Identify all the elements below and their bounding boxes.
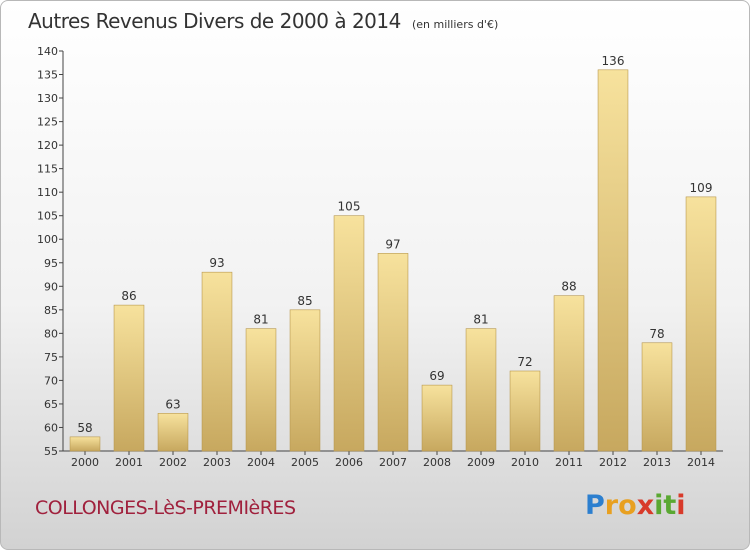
x-tick-label: 2008	[423, 456, 451, 469]
logo-letter: r	[604, 490, 619, 521]
x-tick-label: 2003	[203, 456, 231, 469]
x-tick-label: 2000	[71, 456, 99, 469]
proxiti-logo: Proxiti	[585, 490, 686, 521]
x-tick-label: 2007	[379, 456, 407, 469]
y-tick-label: 130	[37, 92, 58, 105]
bar-value-label: 69	[429, 369, 444, 383]
y-tick-label: 115	[37, 163, 58, 176]
x-tick-label: 2014	[687, 456, 715, 469]
x-tick-label: 2005	[291, 456, 319, 469]
bar-value-label: 88	[561, 280, 576, 294]
y-tick-label: 95	[44, 257, 58, 270]
bar	[509, 370, 541, 452]
bar-value-label: 97	[385, 237, 400, 251]
bar-value-label: 81	[253, 313, 268, 327]
bar	[421, 384, 453, 452]
y-tick-label: 110	[37, 186, 58, 199]
bar	[377, 253, 409, 452]
bar-value-label: 105	[338, 200, 361, 214]
x-tick-label: 2002	[159, 456, 187, 469]
x-tick-label: 2004	[247, 456, 275, 469]
y-tick-label: 70	[44, 374, 58, 387]
x-tick-label: 2009	[467, 456, 495, 469]
y-tick-label: 60	[44, 421, 58, 434]
bar-value-label: 81	[473, 313, 488, 327]
x-tick-label: 2013	[643, 456, 671, 469]
y-tick-label: 120	[37, 139, 58, 152]
x-tick-label: 2012	[599, 456, 627, 469]
logo-letter: i	[676, 490, 686, 521]
bar	[465, 328, 497, 452]
x-tick-label: 2010	[511, 456, 539, 469]
bar	[69, 436, 101, 452]
y-tick-label: 140	[37, 45, 58, 58]
y-tick-label: 85	[44, 304, 58, 317]
bar	[597, 69, 629, 452]
bar	[245, 328, 277, 452]
logo-letter: x	[636, 490, 655, 521]
bar	[113, 304, 145, 452]
x-tick-label: 2006	[335, 456, 363, 469]
y-tick-label: 105	[37, 210, 58, 223]
bar	[685, 196, 717, 452]
y-tick-label: 80	[44, 327, 58, 340]
y-tick-label: 90	[44, 280, 58, 293]
bar-value-label: 136	[602, 54, 625, 68]
bar-value-label: 86	[121, 289, 136, 303]
x-tick-label: 2011	[555, 456, 583, 469]
bar	[553, 295, 585, 452]
y-tick-label: 55	[44, 445, 58, 458]
logo-letter: i	[654, 490, 664, 521]
y-tick-label: 135	[37, 69, 58, 82]
bar-value-label: 109	[690, 181, 713, 195]
chart-subtitle: (en milliers d'€)	[411, 18, 499, 31]
commune-name: COLLONGES-LèS-PREMIèRES	[35, 497, 296, 519]
bar	[641, 342, 673, 452]
bar-value-label: 85	[297, 294, 312, 308]
logo-letter: o	[618, 490, 637, 521]
y-tick-label: 100	[37, 233, 58, 246]
logo-letter: P	[585, 490, 605, 521]
bar	[201, 271, 233, 452]
bar-value-label: 58	[77, 421, 92, 435]
bars: 58 86 63 93 81 85 105 97 69 81 72 88 136 78 109	[69, 54, 717, 452]
bar	[289, 309, 321, 452]
bar	[157, 413, 189, 452]
bar	[333, 215, 365, 452]
bar-value-label: 72	[517, 355, 532, 369]
chart-title: Autres Revenus Divers de 2000 à 2014	[28, 9, 401, 33]
y-tick-label: 65	[44, 398, 58, 411]
bar-value-label: 63	[165, 397, 180, 411]
title-row: Autres Revenus Divers de 2000 à 2014 (en…	[28, 9, 498, 33]
bar-value-label: 78	[649, 327, 664, 341]
x-tick-label: 2001	[115, 456, 143, 469]
y-tick-label: 125	[37, 116, 58, 129]
logo-letter: t	[663, 490, 677, 521]
x-axis: 2000 2001 2002 2003 2004 2005 2006 2007 2008 2009…	[63, 450, 723, 469]
y-axis: 55 60 65 70 75 80 85 90 95 100 105 110 115 120 125 130 1…	[37, 45, 64, 458]
y-tick-label: 75	[44, 351, 58, 364]
bar-value-label: 93	[209, 256, 224, 270]
